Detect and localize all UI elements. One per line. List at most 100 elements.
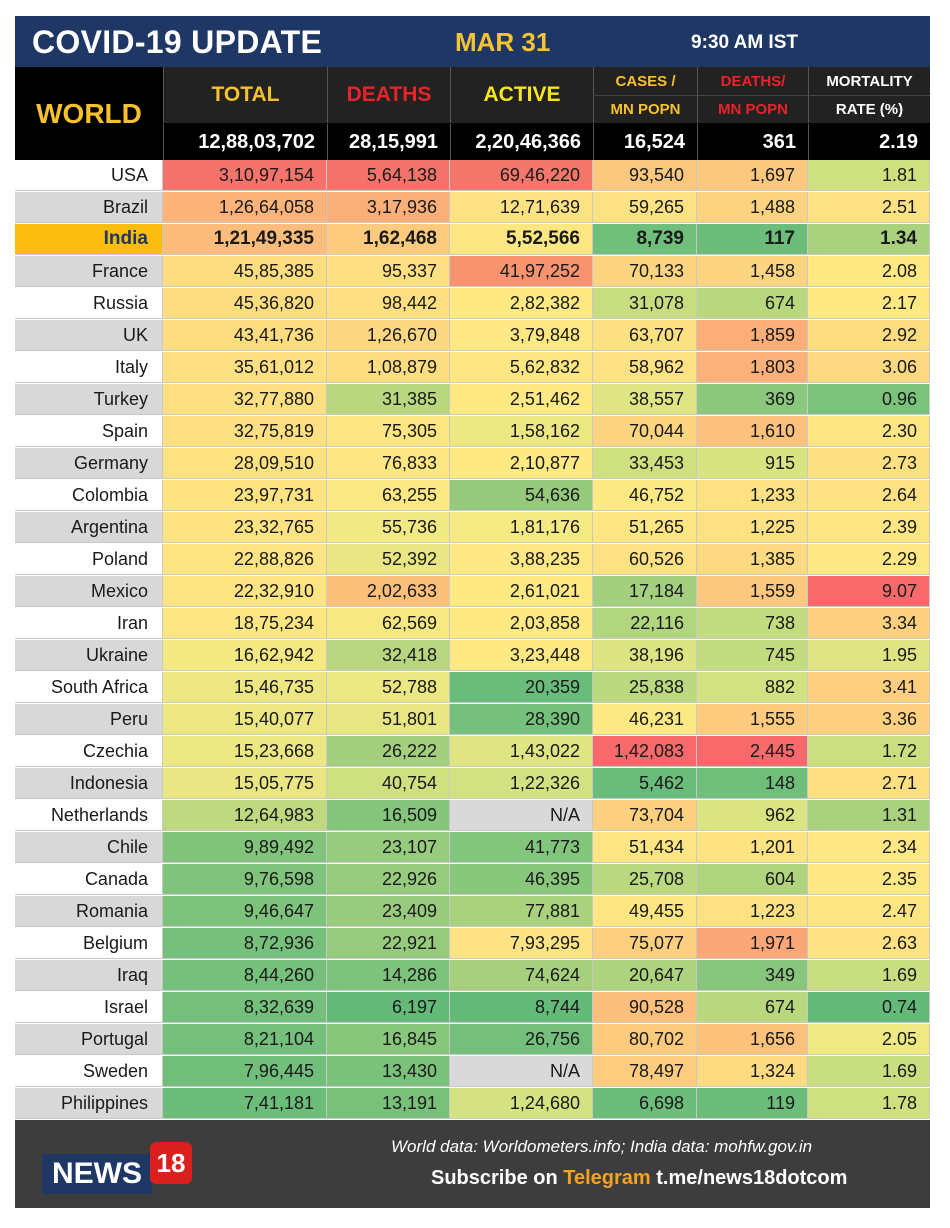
data-cell: 1,26,64,058 — [163, 192, 327, 223]
data-cell: 1,559 — [697, 576, 808, 607]
data-cell: 1,324 — [697, 1056, 808, 1087]
data-cell: 3.06 — [808, 352, 930, 383]
country-name: Mexico — [15, 576, 163, 607]
table-row: Brazil 1,26,64,058 3,17,936 12,71,639 59,265… — [15, 192, 930, 224]
country-name: Israel — [15, 992, 163, 1023]
data-cell: 2.05 — [808, 1024, 930, 1055]
data-cell: 1.69 — [808, 1056, 930, 1087]
country-name: Canada — [15, 864, 163, 895]
data-cell: 60,526 — [593, 544, 697, 575]
data-cell: 2.35 — [808, 864, 930, 895]
data-cell: 674 — [697, 288, 808, 319]
data-cell: 2,03,858 — [450, 608, 593, 639]
data-cell: 45,85,385 — [163, 256, 327, 287]
country-name: Peru — [15, 704, 163, 735]
world-value: 361 — [697, 124, 808, 160]
table-row: Russia 45,36,820 98,442 2,82,382 31,078 674 2.… — [15, 288, 930, 320]
data-cell: 98,442 — [327, 288, 450, 319]
column-header-top: CASES / — [593, 67, 697, 95]
data-cell: 1,08,879 — [327, 352, 450, 383]
data-cell: 1,385 — [697, 544, 808, 575]
telegram-link[interactable]: t.me/news18dotcom — [650, 1167, 848, 1189]
data-cell: 0.74 — [808, 992, 930, 1023]
country-name: Romania — [15, 896, 163, 927]
data-cell: 3,23,448 — [450, 640, 593, 671]
country-name: Czechia — [15, 736, 163, 767]
data-cell: 8,32,639 — [163, 992, 327, 1023]
data-cell: 3.36 — [808, 704, 930, 735]
data-cell: 5,64,138 — [327, 160, 450, 191]
data-cell: 70,044 — [593, 416, 697, 447]
data-cell: 2,445 — [697, 736, 808, 767]
data-cell: 41,773 — [450, 832, 593, 863]
data-cell: 16,509 — [327, 800, 450, 831]
data-cell: 46,752 — [593, 480, 697, 511]
data-cell: 38,557 — [593, 384, 697, 415]
table-row: Indonesia 15,05,775 40,754 1,22,326 5,462 148… — [15, 768, 930, 800]
country-name: Russia — [15, 288, 163, 319]
footer: NEWS 18 World data: Worldometers.info; I… — [15, 1120, 930, 1208]
data-cell: 32,418 — [327, 640, 450, 671]
world-value: 28,15,991 — [327, 124, 450, 160]
data-cell: 69,46,220 — [450, 160, 593, 191]
data-cell: 8,21,104 — [163, 1024, 327, 1055]
data-cell: 0.96 — [808, 384, 930, 415]
table-header: WORLD TOTAL 12,88,03,702 DEATHS 28,15,991 AC… — [15, 67, 930, 160]
column-header: TOTAL — [163, 67, 327, 123]
data-cell: 63,255 — [327, 480, 450, 511]
data-cell: 55,736 — [327, 512, 450, 543]
data-cell: 12,71,639 — [450, 192, 593, 223]
table-row: Iran 18,75,234 62,569 2,03,858 22,116 738 3.34 — [15, 608, 930, 640]
data-cell: 8,44,260 — [163, 960, 327, 991]
data-cell: 2,61,021 — [450, 576, 593, 607]
country-name: France — [15, 256, 163, 287]
country-name: Iran — [15, 608, 163, 639]
data-cell: 915 — [697, 448, 808, 479]
data-cell: 1,488 — [697, 192, 808, 223]
table-row: Turkey 32,77,880 31,385 2,51,462 38,557 369 0.… — [15, 384, 930, 416]
column-header-bottom: RATE (%) — [808, 95, 930, 123]
data-cell: 17,184 — [593, 576, 697, 607]
data-cell: 5,52,566 — [450, 224, 593, 255]
data-cell: 77,881 — [450, 896, 593, 927]
data-cell: 1.72 — [808, 736, 930, 767]
page-title: COVID-19 UPDATE — [32, 24, 323, 60]
country-name: Colombia — [15, 480, 163, 511]
table-row: Canada 9,76,598 22,926 46,395 25,708 604 2.35 — [15, 864, 930, 896]
world-value: 2,20,46,366 — [450, 124, 593, 160]
data-cell: 1,81,176 — [450, 512, 593, 543]
data-cell: 43,41,736 — [163, 320, 327, 351]
data-cell: 25,838 — [593, 672, 697, 703]
data-cell: 22,88,826 — [163, 544, 327, 575]
table-row: Chile 9,89,492 23,107 41,773 51,434 1,201 2.34 — [15, 832, 930, 864]
data-cell: 3,10,97,154 — [163, 160, 327, 191]
table-row: Netherlands 12,64,983 16,509 N/A 73,704 962 1.… — [15, 800, 930, 832]
data-cell: 95,337 — [327, 256, 450, 287]
data-cell: 2.71 — [808, 768, 930, 799]
data-cell: 22,921 — [327, 928, 450, 959]
country-name: Brazil — [15, 192, 163, 223]
data-cell: 2.34 — [808, 832, 930, 863]
data-cell: 604 — [697, 864, 808, 895]
column-header-bottom: MN POPN — [593, 95, 697, 123]
country-name: Iraq — [15, 960, 163, 991]
data-cell: 1,201 — [697, 832, 808, 863]
data-cell: 1.34 — [808, 224, 930, 255]
data-cell: 78,497 — [593, 1056, 697, 1087]
table-row: Spain 32,75,819 75,305 1,58,162 70,044 1,610 2… — [15, 416, 930, 448]
table-row: Czechia 15,23,668 26,222 1,43,022 1,42,083 2,… — [15, 736, 930, 768]
data-cell: 16,845 — [327, 1024, 450, 1055]
data-cell: 90,528 — [593, 992, 697, 1023]
data-cell: 58,962 — [593, 352, 697, 383]
data-cell: 70,133 — [593, 256, 697, 287]
data-cell: 12,64,983 — [163, 800, 327, 831]
data-cell: 1,24,680 — [450, 1088, 593, 1119]
data-cell: 148 — [697, 768, 808, 799]
country-name: Turkey — [15, 384, 163, 415]
data-cell: 1,225 — [697, 512, 808, 543]
data-cell: 18,75,234 — [163, 608, 327, 639]
data-cell: 32,77,880 — [163, 384, 327, 415]
table-row: Philippines 7,41,181 13,191 1,24,680 6,698 11… — [15, 1088, 930, 1120]
data-cell: 35,61,012 — [163, 352, 327, 383]
data-cell: 23,107 — [327, 832, 450, 863]
